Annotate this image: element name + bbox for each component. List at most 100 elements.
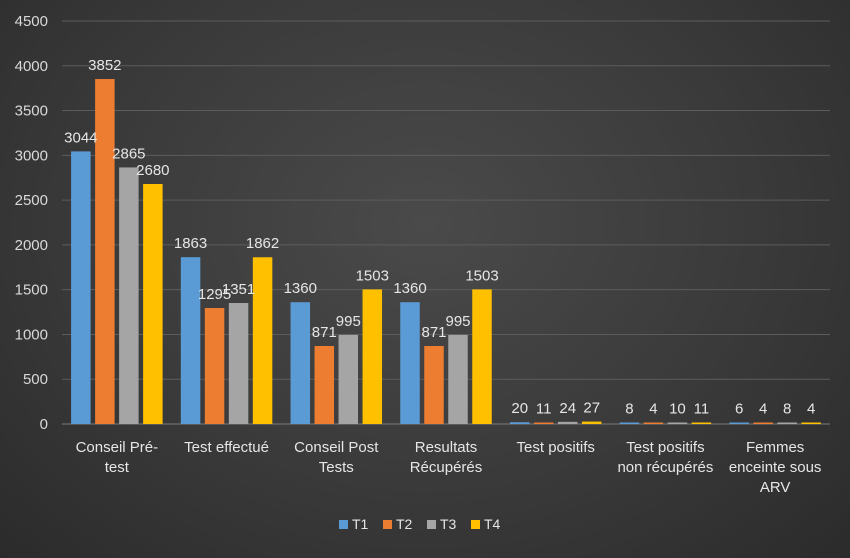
y-tick-label: 0 (40, 416, 48, 433)
bar-t2 (424, 345, 444, 424)
bar-t2 (753, 422, 773, 424)
data-label: 1503 (465, 267, 498, 284)
category-label-line: ARV (760, 479, 791, 496)
data-label: 20 (511, 400, 528, 417)
bar-t1 (290, 302, 311, 424)
data-label: 27 (583, 400, 600, 417)
category-label: Conseil Post Tests (294, 439, 379, 476)
data-label: 1862 (246, 235, 279, 252)
category-label: Test positifs non récupérés (617, 439, 713, 476)
data-labels: 3044385228652680186312951351186213608719… (64, 57, 815, 417)
bar-t2 (204, 308, 225, 424)
y-tick-label: 3500 (15, 103, 48, 120)
category-label-line: Test positifs (626, 439, 704, 456)
legend-label: T3 (440, 516, 457, 532)
data-label: 3852 (88, 57, 121, 74)
category-label-line: test (105, 459, 130, 476)
category-label: Femmes enceinte sous ARV (729, 439, 822, 496)
y-tick-label: 1000 (15, 326, 48, 343)
data-label: 871 (312, 324, 337, 341)
data-label: 6 (735, 401, 743, 418)
category-label: Test effectué (184, 439, 269, 456)
bar-t3 (557, 421, 578, 424)
data-label: 2865 (112, 145, 145, 162)
data-label: 10 (669, 401, 686, 418)
category-label-line: enceinte sous (729, 459, 822, 476)
legend-label: T2 (396, 516, 413, 532)
bar-t1 (619, 422, 640, 424)
data-label: 1295 (198, 286, 231, 303)
y-tick-label: 4000 (15, 58, 48, 75)
bar-t3 (228, 303, 249, 424)
category-label-line: Femmes (746, 439, 804, 456)
category-label-line: Récupérés (410, 459, 483, 476)
legend-label: T4 (484, 516, 501, 532)
data-label: 8 (783, 401, 791, 418)
category-label-line: Tests (319, 459, 354, 476)
legend-swatch-t2 (383, 520, 392, 529)
data-label: 24 (559, 400, 576, 417)
data-label: 871 (421, 324, 446, 341)
data-label: 4 (807, 401, 815, 418)
bar-t4 (691, 422, 712, 424)
category-label-line: Conseil Pré- (76, 439, 159, 456)
category-label: Resultats Récupérés (410, 439, 483, 476)
bar-t1 (400, 302, 420, 424)
data-label: 1351 (222, 281, 255, 298)
data-label: 2680 (136, 162, 169, 179)
data-label: 3044 (64, 129, 97, 146)
y-tick-label: 3000 (15, 147, 48, 164)
category-labels: Conseil Pré-test Test effectué Conseil Pos… (76, 439, 822, 496)
data-label: 8 (625, 401, 633, 418)
y-tick-label: 1500 (15, 282, 48, 299)
category-label-line: non récupérés (617, 459, 713, 476)
bar-t4 (362, 289, 383, 424)
data-label: 1360 (393, 280, 426, 297)
bar-t4 (472, 289, 492, 424)
bar-t2 (95, 79, 115, 425)
bar-t3 (667, 422, 688, 424)
bar-t2 (643, 422, 664, 424)
bar-t3 (338, 334, 359, 424)
category-label-line: Resultats (415, 439, 478, 456)
bar-t4 (143, 183, 163, 424)
legend-label: T1 (352, 516, 369, 532)
data-label: 4 (759, 401, 767, 418)
bar-t3 (777, 422, 797, 424)
bar-t1 (180, 257, 201, 424)
y-tick-label: 4500 (15, 13, 48, 30)
bar-t1 (729, 422, 749, 424)
bar-t1 (71, 151, 91, 424)
bar-t1 (509, 422, 530, 424)
data-label: 995 (336, 313, 361, 330)
y-tick-label: 2500 (15, 192, 48, 209)
gridlines (62, 20, 830, 425)
y-tick-label: 2000 (15, 237, 48, 254)
bar-t4 (581, 421, 602, 424)
category-label-line: Test positifs (517, 439, 595, 456)
legend-swatch-t4 (471, 520, 480, 529)
data-label: 11 (536, 401, 552, 418)
bars (71, 79, 821, 425)
bar-t2 (314, 345, 335, 424)
legend: T1 T2 T3 T4 (339, 516, 501, 532)
data-label: 1360 (284, 280, 317, 297)
data-label: 4 (649, 401, 657, 418)
legend-swatch-t1 (339, 520, 348, 529)
y-axis-ticks: 0 500 1000 1500 2000 2500 3000 3500 4000 4500 (15, 13, 48, 433)
y-tick-label: 500 (23, 371, 48, 388)
data-label: 11 (694, 401, 710, 418)
legend-swatch-t3 (427, 520, 436, 529)
data-label: 1503 (356, 267, 389, 284)
category-label: Conseil Pré-test (76, 439, 159, 476)
category-label: Test positifs (517, 439, 595, 456)
bar-t4 (801, 422, 821, 424)
bar-t3 (448, 334, 468, 424)
data-label: 995 (445, 313, 470, 330)
data-label: 1863 (174, 235, 207, 252)
bar-t3 (119, 167, 139, 424)
category-label-line: Test effectué (184, 439, 269, 456)
bar-t2 (533, 422, 554, 424)
category-label-line: Conseil Post (294, 439, 379, 456)
